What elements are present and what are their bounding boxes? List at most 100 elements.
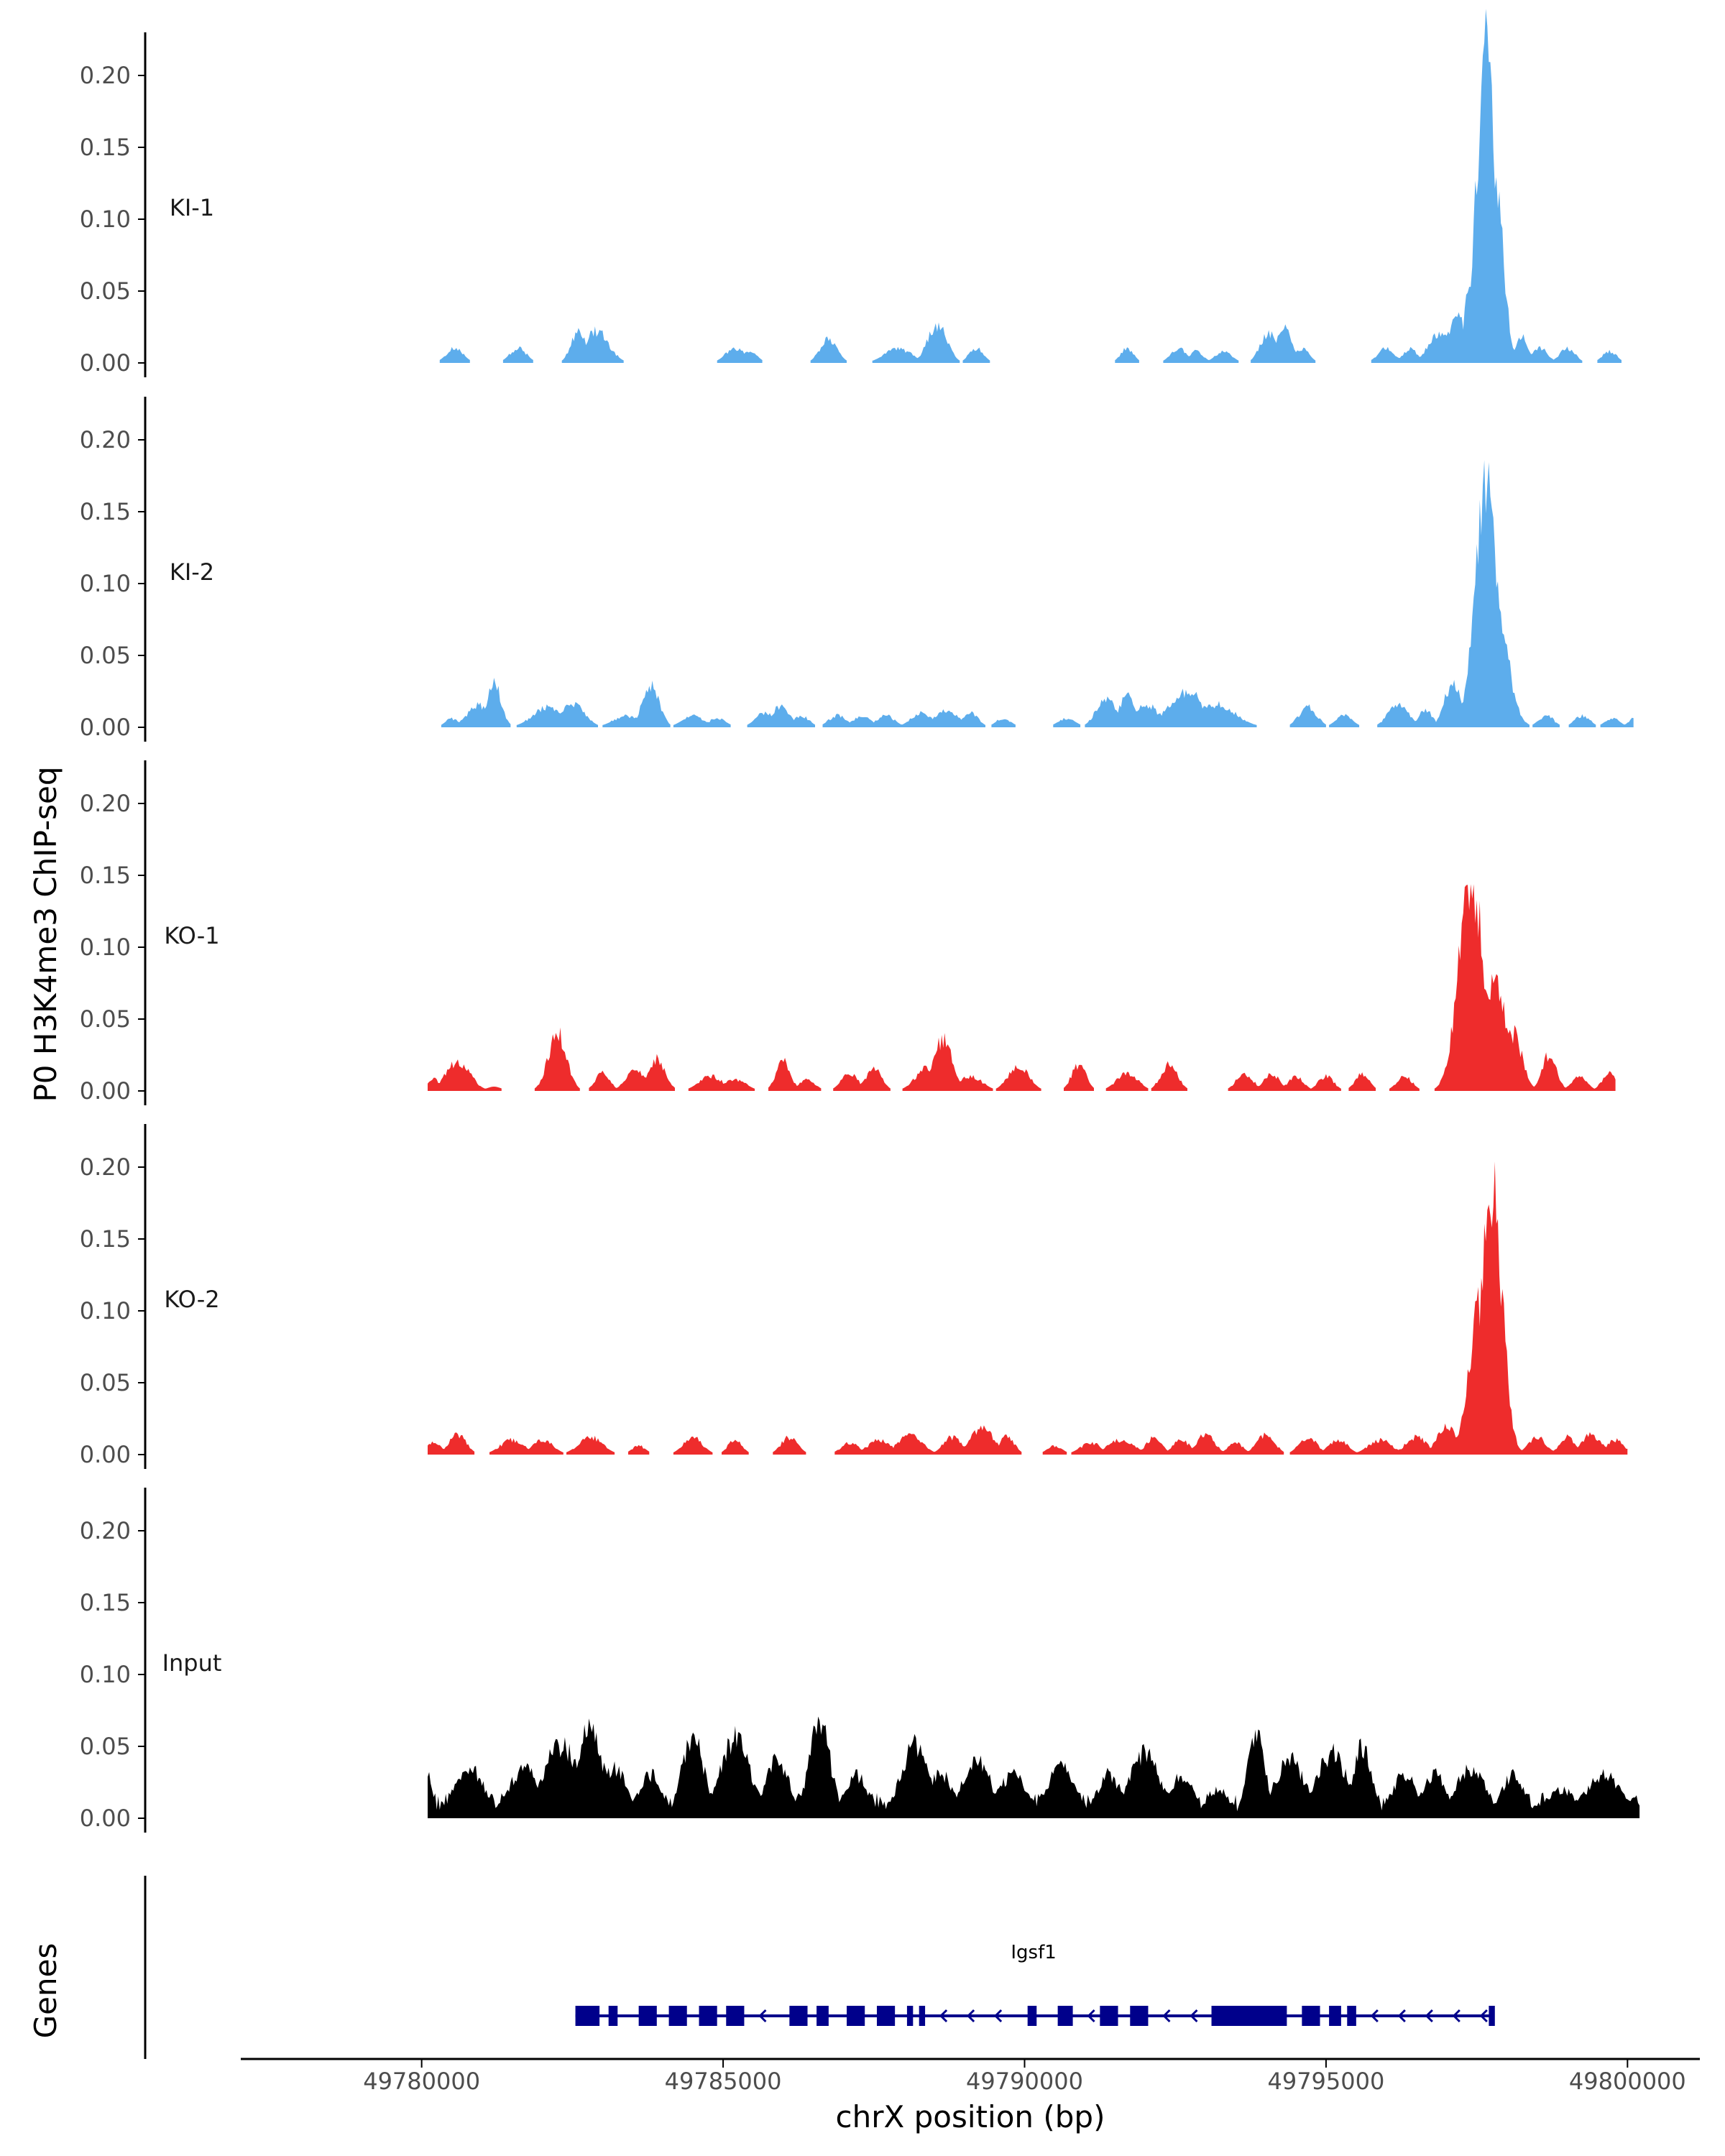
gene-track: Igsf1 — [144, 1876, 1495, 2059]
track-ko-1: 0.00 0.05 0.10 0.15 0.20 KO-1 — [80, 760, 1616, 1105]
coverage-area — [502, 346, 533, 363]
coverage-area — [673, 714, 731, 727]
coverage-area — [768, 1057, 822, 1091]
coverage-area — [1163, 347, 1239, 363]
strand-arrow — [1190, 2009, 1198, 2023]
strand-arrow — [966, 2009, 975, 2023]
y-tick-label: 0.15 — [80, 498, 131, 525]
coverage-area — [628, 1445, 650, 1455]
exon — [789, 2006, 808, 2026]
exon — [608, 2006, 618, 2026]
coverage-area — [602, 681, 671, 727]
track-label: Input — [162, 1649, 222, 1677]
coverage-area — [833, 1067, 891, 1091]
strand-arrow — [1452, 2009, 1460, 2023]
coverage-area — [834, 1425, 1022, 1455]
track-ki-2: 0.00 0.05 0.10 0.15 0.20 KI-2 — [80, 397, 1634, 742]
track-label: KI-2 — [170, 558, 214, 586]
y-tick-label: 0.10 — [80, 1661, 131, 1688]
coverage-area — [822, 709, 985, 727]
coverage-area — [1115, 347, 1139, 363]
exon — [1211, 2006, 1287, 2026]
exon — [1489, 2006, 1495, 2026]
y-tick-label: 0.10 — [80, 934, 131, 961]
coverage-area — [810, 336, 847, 363]
coverage-tracks: 0.00 0.05 0.10 0.15 0.20 KI-1 0.00 0.05 0.10 0.15… — [80, 9, 1640, 1833]
exon — [1329, 2006, 1341, 2026]
coverage-area — [489, 1437, 564, 1455]
coverage-area — [1389, 1076, 1420, 1091]
y-tick-label: 0.00 — [80, 714, 131, 741]
exon — [816, 2006, 829, 2026]
exon — [1130, 2006, 1149, 2026]
exon — [638, 2006, 657, 2026]
coverage-area — [1568, 714, 1596, 727]
coverage-area — [1289, 704, 1326, 727]
coverage-area — [1597, 349, 1622, 363]
y-tick-label: 0.05 — [80, 277, 131, 305]
strand-arrow — [1397, 2009, 1406, 2023]
track-label: KO-2 — [164, 1286, 219, 1313]
gene-track-label: Genes — [28, 1943, 63, 2039]
coverage-area — [1434, 884, 1616, 1091]
coverage-area — [428, 1716, 1640, 1818]
exon — [575, 2006, 600, 2026]
coverage-area — [995, 1064, 1041, 1091]
x-axis-title: chrX position (bp) — [836, 2099, 1105, 2134]
y-tick-label: 0.00 — [80, 1077, 131, 1105]
coverage-area — [1151, 1061, 1187, 1091]
coverage-area — [1377, 460, 1530, 727]
track-ki-1: 0.00 0.05 0.10 0.15 0.20 KI-1 — [80, 9, 1622, 377]
coverage-area — [428, 1059, 502, 1091]
y-tick-label: 0.20 — [80, 1153, 131, 1181]
coverage-area — [688, 1074, 755, 1091]
x-tick-label: 49785000 — [665, 2068, 782, 2095]
coverage-area — [1071, 1432, 1284, 1455]
coverage-area — [1251, 324, 1316, 363]
coverage-area — [1105, 1072, 1149, 1091]
exon — [699, 2006, 717, 2026]
coverage-area — [1329, 714, 1360, 727]
coverage-area — [516, 701, 598, 727]
y-tick-label: 0.10 — [80, 1297, 131, 1325]
exon — [1347, 2006, 1356, 2026]
exon — [1302, 2006, 1320, 2026]
coverage-area — [1228, 1072, 1341, 1091]
y-tick-label: 0.15 — [80, 134, 131, 161]
coverage-area — [872, 322, 960, 363]
y-tick-label: 0.15 — [80, 862, 131, 889]
coverage-area — [902, 1033, 993, 1091]
x-tick-label: 49790000 — [966, 2068, 1083, 2095]
coverage-area — [589, 1054, 675, 1091]
y-tick-label: 0.00 — [80, 349, 131, 377]
coverage-area — [773, 1435, 806, 1455]
coverage-area — [1600, 717, 1634, 727]
y-tick-label: 0.15 — [80, 1225, 131, 1253]
y-tick-label: 0.15 — [80, 1589, 131, 1616]
strand-arrow — [1087, 2009, 1095, 2023]
coverage-area — [428, 1432, 475, 1455]
exon — [668, 2006, 687, 2026]
coverage-area — [962, 347, 990, 363]
track-label: KI-1 — [170, 194, 214, 221]
coverage-area — [439, 346, 470, 363]
coverage-area — [747, 704, 815, 727]
track-label: KO-1 — [164, 922, 219, 949]
y-tick-label: 0.05 — [80, 642, 131, 669]
coverage-area — [1289, 1161, 1628, 1455]
coverage-area — [1053, 718, 1081, 727]
coverage-area — [1371, 9, 1583, 364]
exon — [1100, 2006, 1118, 2026]
strand-arrow — [1479, 2009, 1488, 2023]
coverage-area — [561, 326, 624, 363]
strand-arrow — [1370, 2009, 1379, 2023]
coverage-area — [534, 1027, 580, 1091]
gene-name: Igsf1 — [1011, 1942, 1056, 1963]
y-tick-label: 0.00 — [80, 1441, 131, 1468]
coverage-area — [717, 347, 763, 363]
exon — [1057, 2006, 1073, 2026]
y-tick-label: 0.20 — [80, 790, 131, 817]
y-tick-label: 0.05 — [80, 1369, 131, 1396]
strand-arrow — [1425, 2009, 1433, 2023]
